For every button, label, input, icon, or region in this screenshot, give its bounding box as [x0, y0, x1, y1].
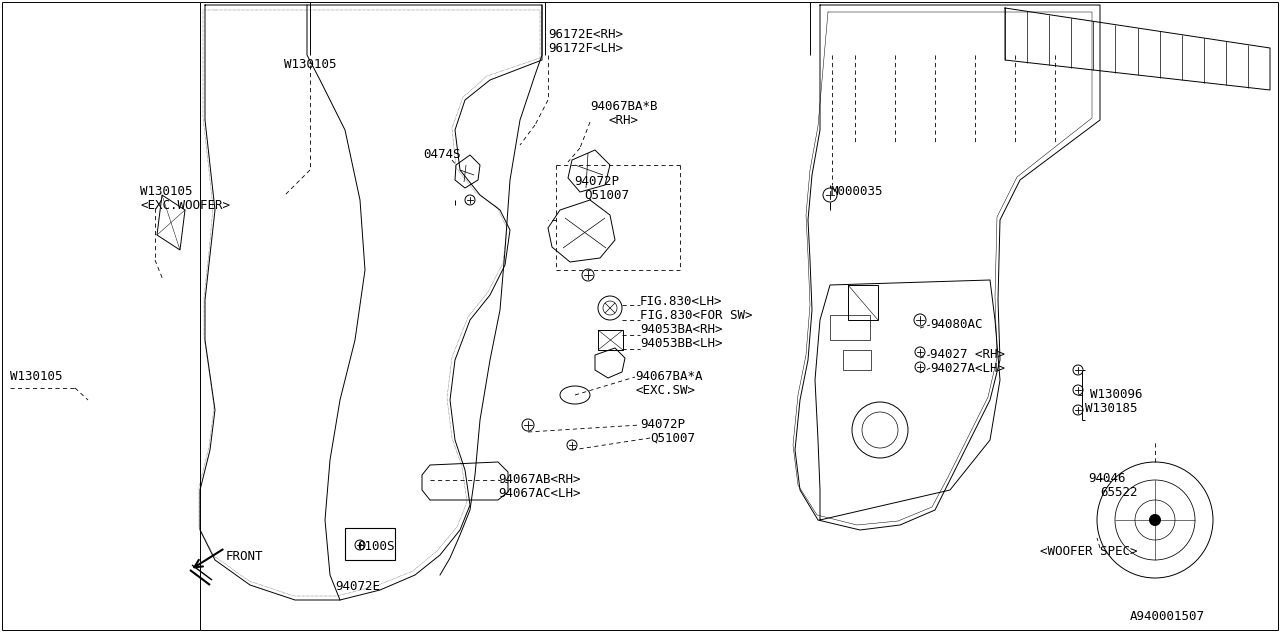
Text: 94072P: 94072P: [573, 175, 620, 188]
Text: 94067AC<LH>: 94067AC<LH>: [498, 487, 581, 500]
Text: 96172E<RH>: 96172E<RH>: [548, 28, 623, 41]
Text: 94053BB<LH>: 94053BB<LH>: [640, 337, 722, 350]
Text: Q51007: Q51007: [650, 432, 695, 445]
Text: W130105: W130105: [284, 58, 337, 71]
Text: 0474S: 0474S: [422, 148, 461, 161]
Text: 94072E: 94072E: [335, 580, 380, 593]
Text: W130096: W130096: [1091, 388, 1143, 401]
Text: <WOOFER SPEC>: <WOOFER SPEC>: [1039, 545, 1138, 558]
Text: <EXC.SW>: <EXC.SW>: [635, 384, 695, 397]
Bar: [346, 528, 396, 560]
Text: W130185: W130185: [1085, 402, 1138, 415]
Text: 94027 <RH>: 94027 <RH>: [931, 348, 1005, 361]
Text: FIG.830<FOR SW>: FIG.830<FOR SW>: [640, 309, 753, 322]
Text: 94046: 94046: [1088, 472, 1125, 485]
Text: 65522: 65522: [1100, 486, 1138, 499]
Bar: [598, 330, 623, 350]
Text: W130105: W130105: [10, 370, 63, 383]
Text: Q51007: Q51007: [584, 189, 628, 202]
Text: 0100S: 0100S: [357, 540, 394, 553]
Text: 94072P: 94072P: [640, 418, 685, 431]
Text: 94080AC: 94080AC: [931, 318, 983, 331]
Bar: [829, 315, 870, 340]
Text: 94053BA<RH>: 94053BA<RH>: [640, 323, 722, 336]
Text: A940001507: A940001507: [1130, 610, 1204, 623]
Text: 94067BA*A: 94067BA*A: [635, 370, 703, 383]
Text: FRONT: FRONT: [227, 550, 264, 563]
Text: <RH>: <RH>: [608, 114, 637, 127]
Text: 94067BA*B: 94067BA*B: [590, 100, 658, 113]
Bar: [849, 285, 878, 320]
Text: W130105: W130105: [140, 185, 192, 198]
Bar: [844, 350, 870, 370]
Circle shape: [1149, 514, 1161, 526]
Text: <EXC.WOOFER>: <EXC.WOOFER>: [140, 199, 230, 212]
Text: FIG.830<LH>: FIG.830<LH>: [640, 295, 722, 308]
Text: M000035: M000035: [829, 185, 882, 198]
Text: 94067AB<RH>: 94067AB<RH>: [498, 473, 581, 486]
Text: 96172F<LH>: 96172F<LH>: [548, 42, 623, 55]
Text: 94027A<LH>: 94027A<LH>: [931, 362, 1005, 375]
